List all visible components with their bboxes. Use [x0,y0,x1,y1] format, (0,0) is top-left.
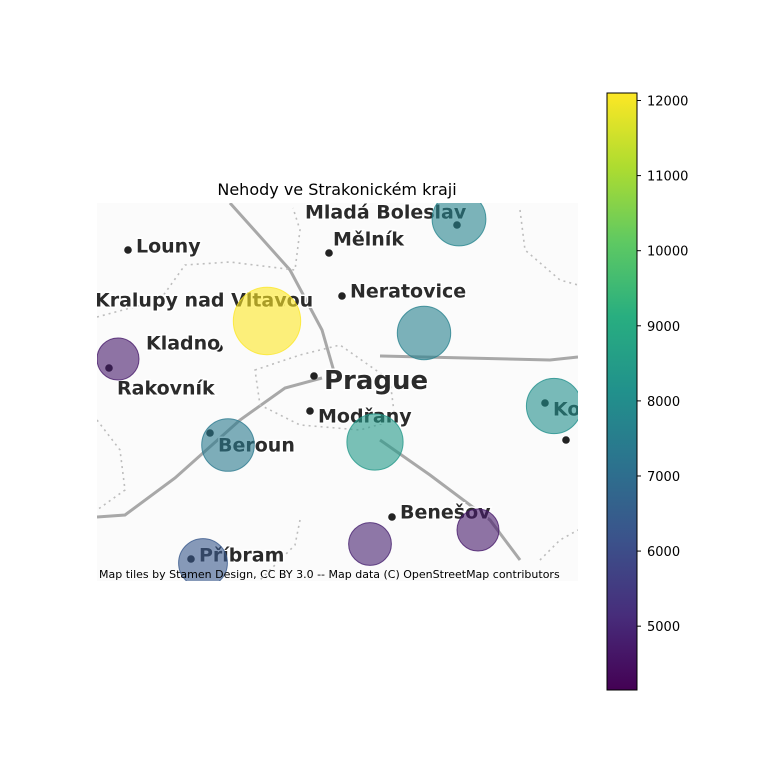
border-line [254,344,396,431]
town-label: Mladá Boleslav [305,202,467,224]
town-label: Rakovník [117,378,215,400]
town-label: Neratovice [350,281,466,303]
road-north [228,203,337,376]
colorbar-tick-label: 12000 [647,95,688,110]
colorbar-gradient [606,92,638,691]
chart-title: Nehody ve Strakonickém kraji [217,180,456,199]
town-dot [388,513,396,521]
data-point [348,522,392,566]
town-dot [562,436,570,444]
data-points [97,203,578,581]
colorbar-tick-label: 5000 [647,620,680,635]
basemap-background [97,203,578,581]
town-label: Louny [136,236,201,258]
data-point [201,418,255,472]
border-line [97,207,301,318]
map-attribution: Map tiles by Stamen Design, CC BY 3.0 --… [99,568,560,581]
basemap-borders [97,207,578,581]
town-label: Mělník [333,229,404,251]
border-line [97,419,126,511]
town-dot [215,344,223,352]
road-east [379,354,578,362]
colorbar-tick-label: 11000 [647,170,688,185]
colorbar-tick-label: 9000 [647,320,680,335]
colorbar-tick-label: 8000 [647,395,680,410]
town-label: Prague [324,366,428,396]
colorbar-tick-label: 6000 [647,545,680,560]
town-dot [310,372,318,380]
town-dot [124,246,132,254]
data-point [346,413,404,471]
town-dot [325,249,333,257]
town-dot [306,407,314,415]
colorbar: 5000 6000 7000 8000 9000 10000 11000 12000 [606,92,688,691]
data-point [525,377,578,435]
road-southeast [379,438,522,561]
data-point [97,337,140,381]
colorbar-tick-label: 7000 [647,470,680,485]
data-point [431,203,487,247]
data-point [232,286,302,356]
border-line [259,519,301,581]
colorbar-ticks: 5000 6000 7000 8000 9000 10000 11000 12000 [637,95,688,635]
data-point [456,508,500,552]
town-label: Kladno [146,333,220,355]
data-point [396,305,452,361]
colorbar-tick-label: 10000 [647,245,688,260]
town-dot [338,292,346,300]
data-point [178,538,228,581]
border-line [539,529,578,561]
